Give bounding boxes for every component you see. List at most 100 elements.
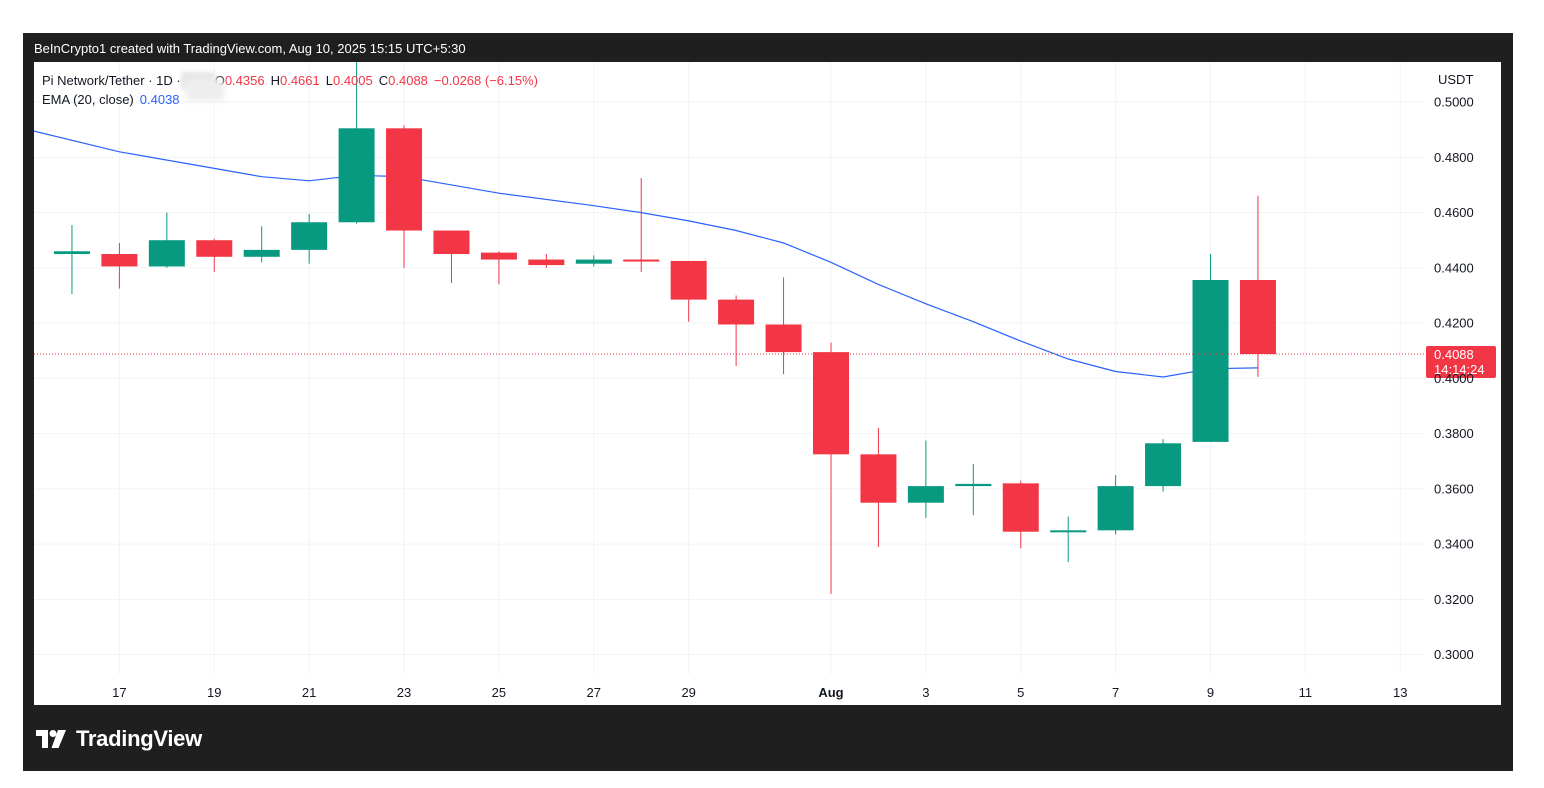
candle-up (1192, 254, 1229, 442)
y-tick-label: 0.4400 (1434, 260, 1474, 275)
chart-area[interactable]: 0.4088 14:14:24 0.3000 0.3200 0.3400 0.3600 0… (33, 57, 1501, 705)
candle-body (1097, 486, 1134, 531)
candle-down (623, 178, 660, 272)
last-price-countdown: 14:14:24 (1434, 362, 1485, 377)
y-tick-label: 0.3400 (1434, 537, 1474, 552)
x-tick-label: 21 (302, 685, 316, 700)
candle-down (670, 260, 707, 322)
candle-down (1239, 195, 1276, 377)
candle-down (1002, 480, 1039, 549)
legend-change: −0.0268 (−6.15%) (433, 73, 538, 88)
candle-up (907, 440, 944, 518)
candle-body (575, 259, 612, 264)
candle-up (1050, 516, 1087, 563)
candle-body (1002, 483, 1039, 532)
candle-body (528, 259, 565, 266)
chart-legend: Pi Network/Tether · 1D · O0.4356 H0.4661… (42, 71, 538, 109)
candle-body (1192, 279, 1229, 442)
y-tick-label: 0.4600 (1434, 205, 1474, 220)
legend-high-value: 0.4661 (279, 73, 320, 88)
y-tick-label: 0.3200 (1434, 592, 1474, 607)
tradingview-logo[interactable]: TradingView (36, 726, 202, 752)
x-tick-label: 19 (207, 685, 221, 700)
candle-body (907, 486, 944, 503)
candle-body (623, 259, 660, 262)
x-tick-label: 29 (681, 685, 695, 700)
candle-down (101, 242, 138, 289)
candle-body (243, 249, 280, 257)
candle-body (148, 240, 185, 267)
candle-body (1145, 443, 1182, 487)
candle-up (1097, 475, 1134, 535)
x-tick-label: 7 (1112, 685, 1119, 700)
candle-body (1239, 279, 1276, 355)
y-tick-label: 0.4800 (1434, 150, 1474, 165)
candle-up (148, 212, 185, 268)
candle-up (243, 226, 280, 263)
x-tick-label: 13 (1393, 685, 1407, 700)
candle-body (386, 128, 423, 231)
candle-up (1145, 439, 1182, 492)
candle-body (718, 299, 755, 325)
candle-down (812, 342, 849, 594)
tradingview-logo-icon (36, 730, 66, 748)
legend-low-value: 0.4005 (332, 73, 373, 88)
x-tick-label: 23 (397, 685, 411, 700)
ema-line (33, 130, 1259, 378)
header-credit: BeInCrypto1 created with TradingView.com… (34, 41, 466, 56)
candle-body (812, 352, 849, 455)
y-tick-label: 0.3600 (1434, 481, 1474, 496)
candle-down (433, 230, 470, 284)
candle-up (955, 464, 992, 516)
last-price-tag (1426, 346, 1496, 379)
candle-up (53, 225, 90, 295)
x-tick-label: 5 (1017, 685, 1024, 700)
x-tick-label: Aug (818, 685, 843, 700)
candle-body (670, 260, 707, 300)
candle-body (860, 454, 897, 503)
candle-body (196, 240, 233, 257)
candle-body (291, 222, 328, 250)
x-tick-label: 11 (1299, 685, 1313, 700)
y-tick-label: 0.4000 (1434, 371, 1474, 386)
blurred-patch (186, 79, 224, 101)
y-axis-currency: USDT (1438, 72, 1473, 87)
legend-close-label: C (378, 73, 389, 88)
legend-ohlc-row: Pi Network/Tether · 1D · O0.4356 H0.4661… (42, 71, 538, 90)
candle-body (101, 254, 138, 267)
legend-ema-label: EMA (20, close) (42, 92, 134, 107)
candle-body (765, 324, 802, 353)
x-tick-label: 17 (112, 685, 126, 700)
y-tick-label: 0.4200 (1434, 316, 1474, 331)
candle-down (480, 251, 517, 285)
candle-down (386, 125, 423, 268)
legend-close-value: 0.4088 (388, 73, 428, 88)
legend-low-label: L (325, 73, 333, 88)
legend-high-label: H (270, 73, 280, 88)
candle-down (718, 295, 755, 366)
legend-symbol[interactable]: Pi Network/Tether · 1D · (42, 73, 181, 88)
candle-up (338, 57, 375, 224)
x-tick-label: 3 (922, 685, 929, 700)
candle-down (860, 428, 897, 547)
legend-ema-row[interactable]: EMA (20, close) 0.4038 (42, 90, 538, 109)
x-tick-label: 25 (492, 685, 506, 700)
candle-down (528, 254, 565, 268)
last-price-label: 0.4088 (1434, 347, 1474, 362)
candle-down (196, 238, 233, 272)
y-tick-label: 0.5000 (1434, 95, 1474, 110)
candle-body (480, 252, 517, 260)
candle-body (1050, 530, 1087, 533)
candle-up (291, 213, 328, 264)
candle-body (338, 128, 375, 223)
candle-up (575, 255, 612, 267)
y-tick-label: 0.3000 (1434, 647, 1474, 662)
tradingview-wordmark: TradingView (76, 726, 202, 751)
candle-body (53, 251, 90, 255)
legend-ema-value: 0.4038 (139, 92, 180, 107)
candle-body (955, 483, 992, 487)
x-tick-label: 27 (587, 685, 601, 700)
candle-down (765, 277, 802, 375)
y-tick-label: 0.3800 (1434, 426, 1474, 441)
